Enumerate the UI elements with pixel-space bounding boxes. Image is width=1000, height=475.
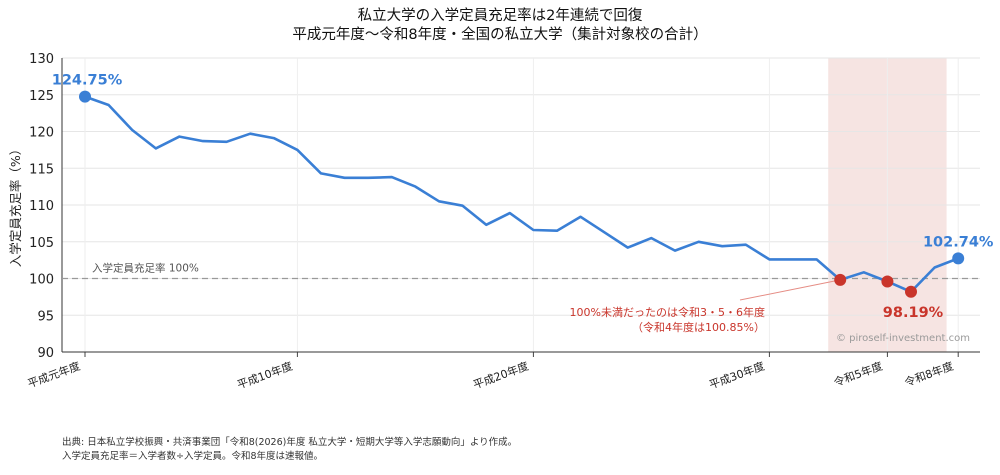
y-tick-label: 115	[29, 162, 54, 177]
y-tick-label: 110	[29, 199, 54, 214]
y-tick-label: 90	[37, 346, 54, 361]
series-line	[84, 95, 959, 294]
x-tick-label: 平成20年度	[471, 359, 530, 392]
highlight-point	[952, 252, 965, 265]
footnote-definition: 入学定員充足率＝入学者数÷入学定員。令和8年度は速報値。	[62, 451, 324, 462]
y-tick-label: 105	[29, 236, 54, 251]
line-chart: 私立大学の入学定員充足率は2年連続で回復平成元年度〜令和8年度・全国の私立大学（…	[8, 7, 994, 392]
x-tick-label: 令和8年度	[903, 359, 956, 390]
reference-line-label: 入学定員充足率 100%	[92, 262, 199, 275]
x-tick-label: 令和5年度	[832, 359, 885, 390]
annotation-line-2: （令和4年度は100.85%）	[632, 320, 765, 334]
footnote-source: 出典: 日本私立学校振興・共済事業団「令和8(2026)年度 私立大学・短期大学…	[62, 437, 518, 448]
data-label: 124.75%	[52, 73, 123, 89]
highlight-point	[79, 90, 91, 103]
y-tick-label: 120	[29, 126, 54, 141]
y-axis-label: 入学定員充足率（%）	[8, 143, 23, 267]
watermark: © piroself-investment.com	[836, 333, 970, 344]
data-label: 98.19%	[883, 305, 944, 321]
y-tick-label: 130	[29, 52, 54, 67]
chart-title: 私立大学の入学定員充足率は2年連続で回復	[358, 7, 643, 24]
highlight-point	[905, 285, 917, 298]
x-tick-label: 平成元年度	[26, 359, 82, 391]
chart-subtitle: 平成元年度〜令和8年度・全国の私立大学（集計対象校の合計）	[292, 25, 707, 43]
highlight-point	[881, 275, 894, 288]
data-label: 102.74%	[923, 234, 994, 250]
y-tick-label: 125	[29, 89, 54, 104]
x-tick-label: 平成10年度	[235, 359, 294, 392]
y-tick-label: 100	[29, 273, 54, 288]
annotation-line-1: 100%未満だったのは令和3・5・6年度	[570, 305, 765, 319]
x-tick-label: 平成30年度	[707, 359, 766, 392]
highlight-point	[834, 273, 847, 286]
y-tick-label: 95	[37, 309, 54, 324]
footnotes: 出典: 日本私立学校振興・共済事業団「令和8(2026)年度 私立大学・短期大学…	[62, 436, 517, 464]
annotation-connector	[739, 280, 836, 301]
